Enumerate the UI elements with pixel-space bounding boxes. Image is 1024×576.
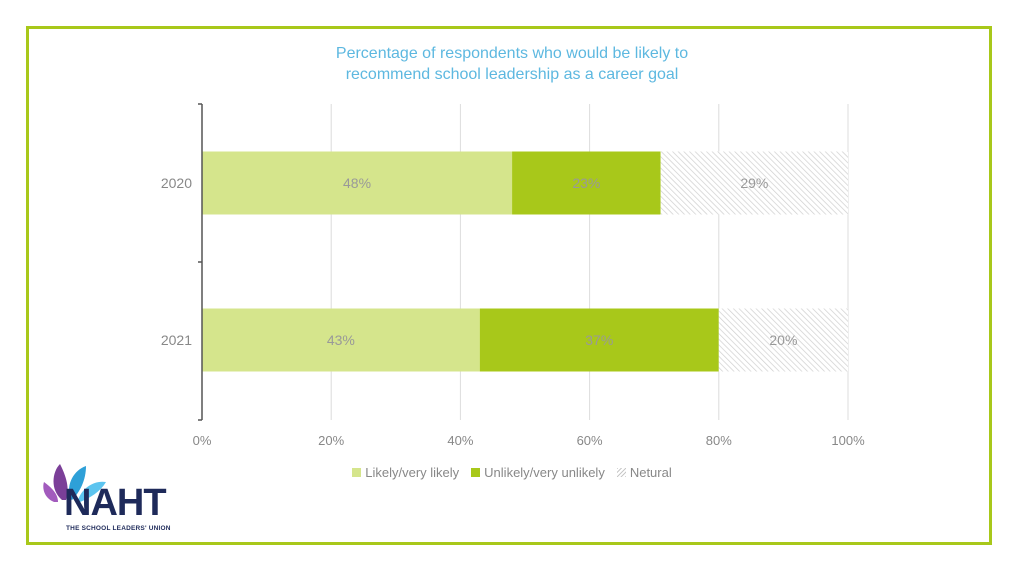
- bar-value-label: 48%: [343, 175, 371, 191]
- legend-item: Likely/very likely: [352, 465, 459, 480]
- bar-segment: [512, 151, 661, 215]
- x-tick-label: 0%: [193, 433, 212, 448]
- legend-swatch: [471, 468, 481, 477]
- y-category-label: 2021: [161, 332, 192, 348]
- bars: 48% 23% 29% 43% 37% 20%: [202, 151, 848, 372]
- x-tick-label: 80%: [706, 433, 732, 448]
- legend-swatch: [352, 468, 362, 477]
- bar-value-label: 23%: [572, 175, 600, 191]
- grid-lines: [330, 104, 849, 420]
- legend-label: Netural: [629, 465, 672, 480]
- legend: Likely/very likely Unlikely/very unlikely…: [0, 465, 1024, 480]
- petal-icon: [43, 464, 106, 502]
- logo-wordmark: NAHT: [64, 482, 167, 524]
- bar-segment: [718, 308, 848, 372]
- legend-label: Likely/very likely: [365, 465, 460, 480]
- y-category-label: 2020: [161, 175, 192, 191]
- bar-value-label: 37%: [585, 332, 613, 348]
- bar-value-label: 43%: [327, 332, 355, 348]
- legend-label: Unlikely/very unlikely: [484, 465, 605, 480]
- legend-swatch: [616, 468, 626, 477]
- x-tick-label: 20%: [318, 433, 344, 448]
- bar-value-label: 29%: [740, 175, 768, 191]
- naht-logo: NAHT THE SCHOOL LEADERS' UNION: [40, 460, 200, 540]
- bar-value-label: 20%: [769, 332, 797, 348]
- chart-title: Percentage of respondents who would be l…: [335, 45, 689, 83]
- bar-segment: [202, 151, 513, 215]
- bar-segment: [660, 151, 848, 215]
- x-tick-label: 60%: [577, 433, 603, 448]
- logo-tagline: THE SCHOOL LEADERS' UNION: [66, 525, 171, 532]
- legend-item: Unlikely/very unlikely: [471, 465, 605, 480]
- x-tick-label: 100%: [831, 433, 865, 448]
- legend-item: Netural: [616, 465, 672, 480]
- axes: 0% 20% 40% 60% 80% 100% 2020 2021: [161, 103, 865, 448]
- bar-segment: [479, 308, 719, 372]
- bar-segment: [202, 308, 480, 372]
- slide-frame: [26, 26, 992, 545]
- x-tick-label: 40%: [447, 433, 473, 448]
